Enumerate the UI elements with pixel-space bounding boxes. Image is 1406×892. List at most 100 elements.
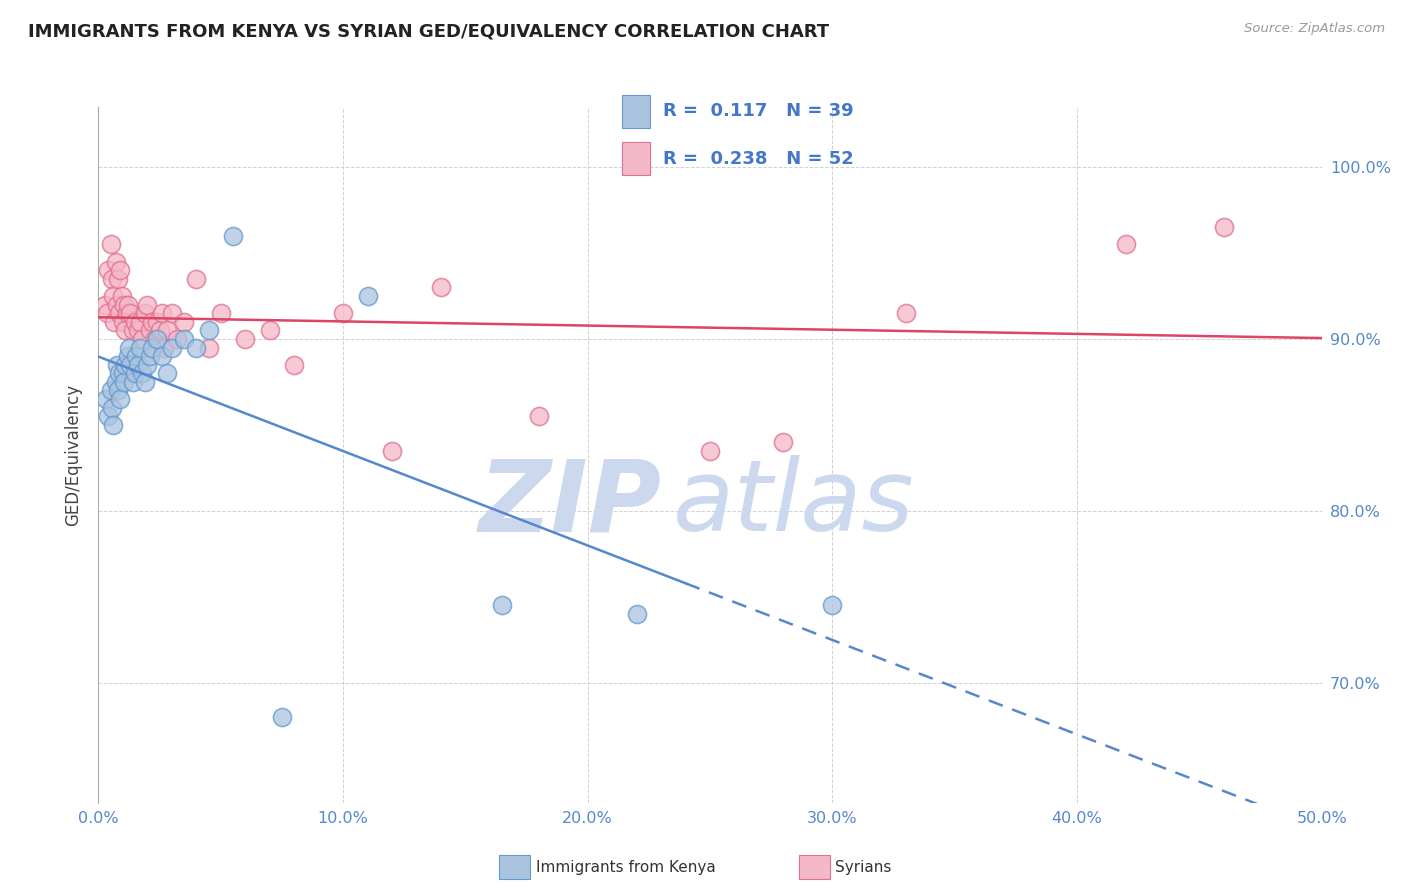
Point bbox=[160, 341, 183, 355]
Point bbox=[101, 401, 124, 415]
Text: ZIP: ZIP bbox=[478, 455, 661, 552]
Point bbox=[94, 392, 117, 406]
Point bbox=[107, 272, 129, 286]
Point bbox=[134, 306, 156, 320]
Point bbox=[136, 297, 159, 311]
Point bbox=[100, 237, 122, 252]
Point bbox=[120, 306, 142, 320]
Point bbox=[156, 367, 179, 381]
Point bbox=[101, 417, 124, 432]
Point bbox=[117, 349, 139, 363]
Point bbox=[197, 341, 219, 355]
Point bbox=[97, 409, 120, 424]
Point bbox=[356, 289, 378, 303]
Point bbox=[332, 306, 354, 320]
Point bbox=[108, 306, 131, 320]
Point bbox=[97, 263, 120, 277]
Point bbox=[1115, 237, 1137, 252]
Point bbox=[114, 323, 136, 337]
Point bbox=[131, 367, 153, 381]
Point bbox=[173, 332, 195, 346]
Point bbox=[430, 280, 453, 294]
Point bbox=[136, 358, 159, 372]
Point bbox=[100, 384, 122, 398]
Point bbox=[134, 375, 156, 389]
Point bbox=[149, 323, 172, 337]
Point bbox=[104, 375, 127, 389]
Point bbox=[121, 375, 143, 389]
Point bbox=[197, 323, 219, 337]
Point bbox=[124, 367, 146, 381]
Point bbox=[173, 315, 195, 329]
Point bbox=[153, 341, 176, 355]
Text: R =  0.238   N = 52: R = 0.238 N = 52 bbox=[662, 150, 853, 168]
Point bbox=[381, 443, 404, 458]
Point bbox=[107, 384, 129, 398]
Point bbox=[186, 272, 208, 286]
Point bbox=[166, 332, 188, 346]
Point bbox=[270, 710, 294, 724]
Point bbox=[156, 323, 179, 337]
Point bbox=[96, 306, 118, 320]
Point bbox=[150, 306, 173, 320]
Point bbox=[160, 306, 183, 320]
Point bbox=[127, 323, 149, 337]
Point bbox=[233, 332, 256, 346]
Point bbox=[112, 375, 135, 389]
Point bbox=[146, 315, 169, 329]
Point bbox=[150, 349, 173, 363]
Point bbox=[222, 228, 245, 243]
Bar bbox=[621, 142, 650, 175]
Point bbox=[93, 297, 115, 311]
Point bbox=[821, 599, 844, 613]
Point bbox=[131, 332, 153, 346]
Y-axis label: GED/Equivalency: GED/Equivalency bbox=[65, 384, 83, 526]
Point bbox=[129, 341, 152, 355]
Point bbox=[117, 297, 139, 311]
Point bbox=[112, 297, 135, 311]
Point bbox=[125, 349, 148, 363]
Point bbox=[105, 358, 128, 372]
Point bbox=[124, 315, 146, 329]
Point bbox=[1212, 220, 1234, 235]
Text: atlas: atlas bbox=[673, 455, 915, 552]
Point bbox=[111, 315, 134, 329]
Point bbox=[894, 306, 917, 320]
Point bbox=[186, 341, 208, 355]
Text: Source: ZipAtlas.com: Source: ZipAtlas.com bbox=[1244, 22, 1385, 36]
Point bbox=[114, 358, 136, 372]
Point bbox=[111, 289, 134, 303]
Point bbox=[129, 315, 152, 329]
Point bbox=[283, 358, 305, 372]
Point bbox=[141, 315, 163, 329]
Point bbox=[527, 409, 550, 424]
Point bbox=[103, 315, 125, 329]
Point bbox=[108, 367, 131, 381]
Point bbox=[143, 332, 166, 346]
Point bbox=[772, 435, 794, 450]
Bar bbox=[621, 95, 650, 128]
Text: Immigrants from Kenya: Immigrants from Kenya bbox=[536, 860, 716, 874]
Point bbox=[141, 341, 163, 355]
Point bbox=[491, 599, 513, 613]
Point bbox=[110, 263, 132, 277]
Point bbox=[121, 323, 143, 337]
Point bbox=[209, 306, 232, 320]
Text: Syrians: Syrians bbox=[835, 860, 891, 874]
Point bbox=[118, 341, 141, 355]
Point bbox=[101, 272, 124, 286]
Point bbox=[626, 607, 648, 621]
Point bbox=[146, 332, 169, 346]
Point bbox=[139, 349, 162, 363]
Text: R =  0.117   N = 39: R = 0.117 N = 39 bbox=[662, 103, 853, 120]
Point bbox=[105, 297, 128, 311]
Point bbox=[699, 443, 721, 458]
Point bbox=[115, 306, 138, 320]
Point bbox=[104, 254, 127, 268]
Point bbox=[111, 367, 134, 381]
Point bbox=[259, 323, 281, 337]
Point bbox=[101, 289, 124, 303]
Point bbox=[127, 358, 149, 372]
Point bbox=[120, 358, 142, 372]
Text: IMMIGRANTS FROM KENYA VS SYRIAN GED/EQUIVALENCY CORRELATION CHART: IMMIGRANTS FROM KENYA VS SYRIAN GED/EQUI… bbox=[28, 22, 830, 40]
